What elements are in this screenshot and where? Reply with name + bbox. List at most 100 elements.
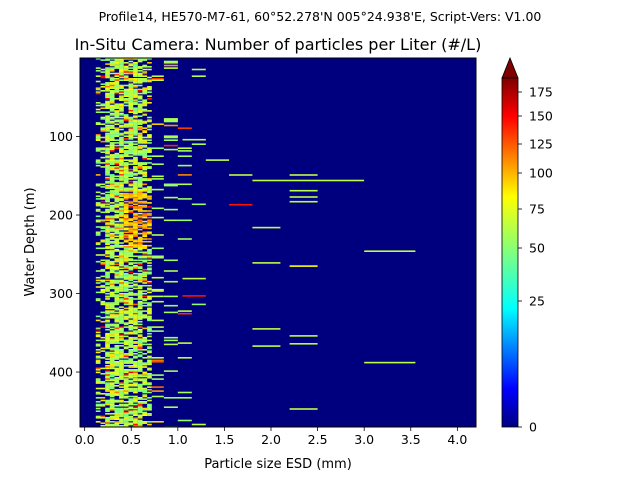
heatmap-cell <box>105 116 110 119</box>
heatmap-segment <box>252 345 281 347</box>
heatmap-cell <box>137 123 143 125</box>
heatmap-cell <box>123 116 129 119</box>
heatmap-cell <box>142 226 148 228</box>
heatmap-cell <box>95 174 101 176</box>
heatmap-cell <box>137 132 143 135</box>
heatmap-cell <box>137 276 143 279</box>
heatmap-cell <box>105 385 110 387</box>
heatmap-cell <box>105 323 110 326</box>
heatmap-cell <box>128 218 134 220</box>
heatmap-cell <box>109 220 115 223</box>
heatmap-cell <box>123 419 129 422</box>
heatmap-cell <box>119 395 124 398</box>
heatmap-cell <box>105 390 110 392</box>
heatmap-cell <box>114 347 120 350</box>
x-tick-label: 2.0 <box>261 432 281 447</box>
heatmap-cell <box>95 135 101 137</box>
heatmap-cell <box>137 411 143 414</box>
heatmap-cell <box>100 316 106 319</box>
heatmap-cell <box>142 210 148 212</box>
heatmap-cell <box>147 79 152 81</box>
heatmap-cell <box>95 382 101 384</box>
heatmap-cell <box>100 186 106 188</box>
heatmap-cell <box>142 407 148 410</box>
heatmap-cell <box>128 163 134 165</box>
heatmap-cell <box>105 235 110 238</box>
heatmap-cell <box>100 397 106 399</box>
heatmap-cell <box>109 390 115 392</box>
heatmap-cell <box>128 192 134 195</box>
heatmap-cell <box>123 276 129 279</box>
heatmap-cell <box>105 341 110 343</box>
heatmap-cell <box>128 275 134 278</box>
heatmap-cell <box>142 75 148 77</box>
heatmap-cell <box>128 150 134 152</box>
heatmap-cell <box>128 127 134 129</box>
heatmap-cell <box>137 140 143 143</box>
heatmap-cell <box>142 171 148 173</box>
heatmap-cell <box>128 168 134 171</box>
heatmap-cell <box>109 375 115 378</box>
heatmap-cell <box>95 162 101 164</box>
heatmap-cell <box>137 152 143 155</box>
heatmap-cell <box>147 262 152 264</box>
heatmap-cell <box>137 374 143 376</box>
heatmap-cell <box>142 343 148 346</box>
heatmap-cell <box>105 247 110 250</box>
heatmap-cell <box>133 417 138 419</box>
heatmap-cell <box>95 335 101 338</box>
heatmap-cell <box>109 401 115 403</box>
heatmap-cell <box>137 247 143 250</box>
heatmap-cell <box>100 425 106 427</box>
heatmap-cell <box>147 403 152 406</box>
heatmap-cell <box>100 270 106 272</box>
heatmap-cell <box>123 272 129 275</box>
heatmap-cell <box>114 288 120 291</box>
heatmap-cell <box>137 142 143 144</box>
heatmap-cell <box>114 411 120 414</box>
heatmap-cell <box>109 159 115 161</box>
heatmap-cell <box>105 160 110 163</box>
heatmap-cell <box>119 246 124 248</box>
heatmap-cell <box>105 371 110 374</box>
heatmap-cell <box>119 242 124 244</box>
heatmap-cell <box>123 282 129 284</box>
heatmap-cell <box>109 235 115 238</box>
heatmap-cell <box>114 316 120 319</box>
heatmap-cell <box>128 383 134 386</box>
heatmap-cell <box>163 119 178 121</box>
heatmap-cells <box>95 58 416 427</box>
heatmap-cell <box>133 409 138 411</box>
heatmap-cell <box>137 423 143 426</box>
heatmap-cell <box>114 381 120 383</box>
heatmap-cell <box>123 176 129 179</box>
heatmap-cell <box>133 134 138 136</box>
heatmap-cell <box>147 98 152 100</box>
heatmap-cell <box>142 216 148 219</box>
heatmap-cell <box>137 401 143 403</box>
heatmap-cell <box>147 291 152 294</box>
heatmap-cell <box>128 319 134 322</box>
heatmap-cell <box>133 272 138 275</box>
heatmap-cell <box>119 283 124 286</box>
heatmap-cell <box>109 99 115 101</box>
heatmap-cell <box>114 280 120 283</box>
heatmap-cell <box>109 263 115 266</box>
heatmap-cell <box>105 377 110 379</box>
heatmap-cell <box>133 146 138 148</box>
heatmap-cell <box>137 379 143 382</box>
heatmap-cell <box>147 312 152 315</box>
heatmap-cell <box>109 131 115 133</box>
heatmap-cell <box>114 374 120 376</box>
heatmap-cell <box>147 128 152 131</box>
heatmap-cell <box>119 198 124 200</box>
heatmap-cell <box>100 268 106 271</box>
heatmap-cell <box>142 59 148 61</box>
heatmap-cell <box>137 220 143 223</box>
heatmap-cell <box>147 350 152 352</box>
heatmap-cell <box>114 418 120 420</box>
heatmap-cell <box>133 330 138 332</box>
heatmap-cell <box>119 192 124 195</box>
heatmap-cell <box>128 292 134 295</box>
heatmap-cell <box>137 405 143 407</box>
